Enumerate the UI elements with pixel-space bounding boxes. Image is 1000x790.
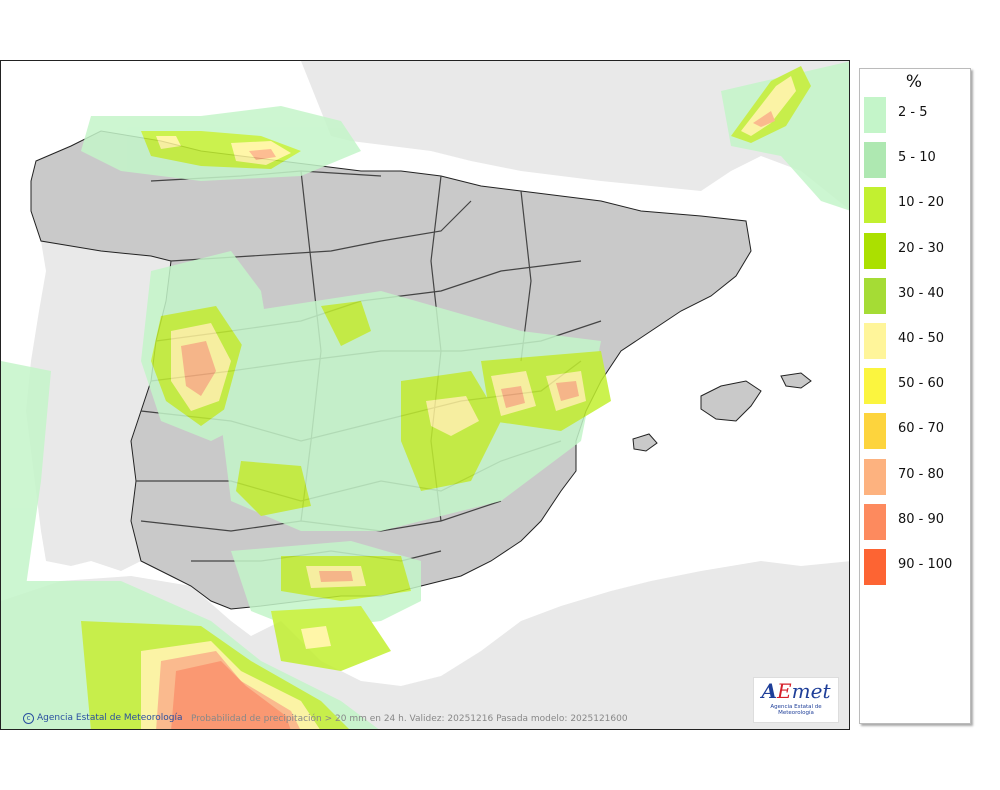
legend-label: 90 - 100 [898, 557, 953, 572]
legend-label: 5 - 10 [898, 150, 936, 166]
aemet-logo-mark: AEmet [761, 679, 831, 703]
legend-swatch [864, 97, 886, 133]
legend-swatch [864, 142, 886, 179]
map-caption: Probabilidad de precipitación > 20 mm en… [191, 714, 628, 724]
legend-label: 40 - 50 [898, 331, 945, 346]
probability-overlays [1, 61, 849, 729]
legend-swatch [864, 549, 886, 585]
ibiza-land [632, 433, 658, 452]
legend-label: 10 - 20 [898, 195, 945, 211]
aemet-logo-subtitle: Agencia Estatal de Meteorología [770, 704, 822, 716]
agency-name: Agencia Estatal de Meteorología [37, 713, 183, 723]
menorca-land [780, 372, 812, 389]
precipitation-probability-map [1, 61, 849, 729]
legend-swatch [864, 232, 886, 269]
legend-swatch [864, 503, 886, 540]
legend-swatch [864, 413, 886, 450]
legend-swatch [864, 458, 886, 495]
copyright-icon: c [23, 713, 34, 724]
legend-label: 60 - 70 [898, 421, 945, 437]
legend-row: 20 - 30 [864, 229, 968, 271]
legend-label: 2 - 5 [898, 105, 928, 120]
legend-label: 30 - 40 [898, 285, 945, 301]
legend-row: 60 - 70 [864, 409, 968, 451]
legend-row: 30 - 40 [864, 274, 968, 316]
legend-row: 2 - 5 [864, 93, 968, 135]
legend-row: 5 - 10 [864, 138, 968, 180]
legend-swatch [864, 277, 886, 314]
legend-label: 50 - 60 [898, 376, 945, 392]
legend-row: 10 - 20 [864, 183, 968, 225]
map-frame: c Agencia Estatal de Meteorología Probabi… [0, 60, 850, 730]
aemet-logo: AEmet Agencia Estatal de Meteorología [753, 677, 839, 723]
legend-label: 20 - 30 [898, 240, 945, 256]
agency-credit: c Agencia Estatal de Meteorología [23, 713, 183, 724]
legend-swatch [864, 187, 886, 224]
mallorca-land [700, 380, 762, 422]
legend-label: 70 - 80 [898, 466, 945, 482]
legend: % 2 - 5 5 - 10 10 - 20 20 - 30 30 - 40 40 - 5… [859, 68, 971, 724]
legend-swatch [864, 368, 886, 405]
legend-row: 40 - 50 [864, 319, 968, 361]
legend-row: 90 - 100 [864, 545, 968, 587]
france-land [301, 61, 849, 210]
legend-row: 70 - 80 [864, 455, 968, 497]
legend-label: 80 - 90 [898, 511, 945, 527]
legend-row: 80 - 90 [864, 500, 968, 542]
legend-row: 50 - 60 [864, 364, 968, 406]
legend-swatch [864, 323, 886, 359]
legend-title: % [905, 72, 923, 92]
